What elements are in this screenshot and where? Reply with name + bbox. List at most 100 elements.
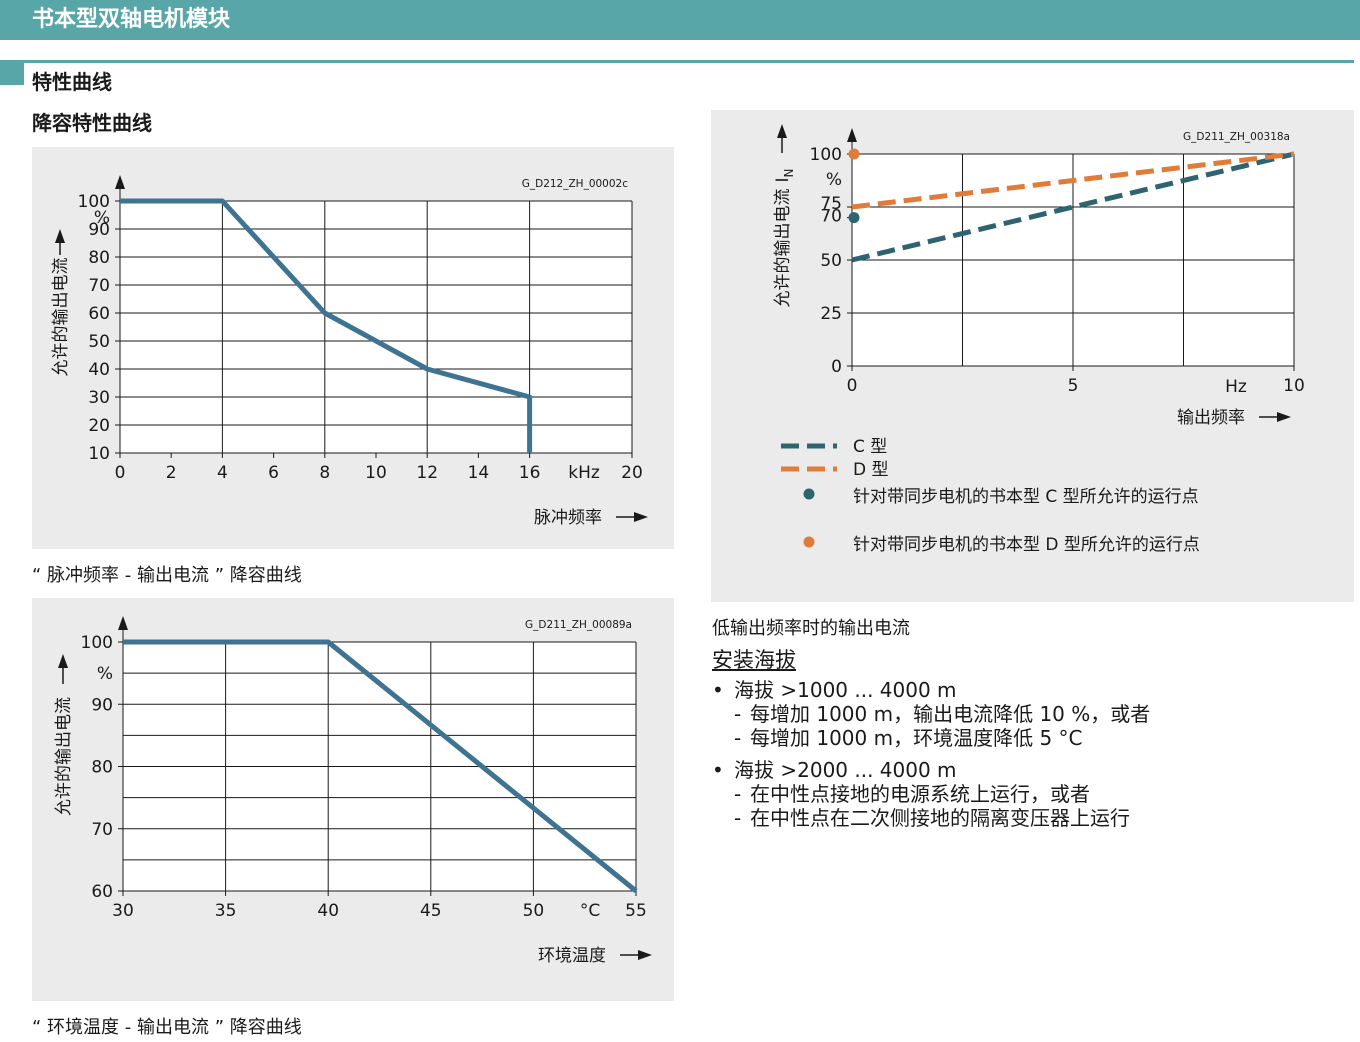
chart-temp: G_D211_ZH_00089a 60 70 80 90 100% 30 35 40 45 50 55… <box>54 616 652 966</box>
notes-heading: 安装海拔 <box>712 648 796 672</box>
page-title: 书本型双轴电机模块 <box>32 7 231 32</box>
y-label-arrow-icon <box>58 654 68 668</box>
series-line-1 <box>851 151 1295 263</box>
note-text: 海拔 >1000 ... 4000 m <box>734 678 957 702</box>
y-tick-label: 50 <box>88 332 110 352</box>
chart-pulse-panel: G_D212_ZH_00002c 10 20 30 40 50 60 70 80 90 100% 0 2… <box>32 147 674 549</box>
y-tick-label: 80 <box>88 248 110 268</box>
y-tick-label: 100 <box>810 145 842 165</box>
chart-code: G_D211_ZH_00089a <box>525 619 632 631</box>
y-tick-label: 0 <box>831 357 842 377</box>
y-unit-label: % <box>94 208 110 228</box>
y-unit-label: % <box>826 170 842 190</box>
note-sub-text: 每增加 1000 m，环境温度降低 5 °C <box>750 726 1083 750</box>
note-sub-text: 在中性点在二次侧接地的隔离变压器上运行 <box>750 806 1130 830</box>
x-tick-label: 5 <box>1068 376 1079 396</box>
y-tick-label: 60 <box>88 304 110 324</box>
notes-list: • 海拔 >1000 ... 4000 m - 每增加 1000 m，输出电流降低… <box>712 678 1332 830</box>
y-tick-label: 90 <box>88 220 110 240</box>
plot-area <box>120 201 632 453</box>
y-axis-arrow-icon <box>847 128 857 142</box>
y-tick-label: 100 <box>78 192 110 212</box>
chart-code: G_D212_ZH_00002c <box>522 178 629 190</box>
legend-label-1: C 型 <box>853 437 887 457</box>
operating-point-1 <box>848 212 860 224</box>
legend-point-1 <box>803 488 815 500</box>
x-axis-arrow-icon <box>1277 412 1291 422</box>
note-text: 海拔 >2000 ... 4000 m <box>734 758 957 782</box>
y-unit-label: % <box>97 664 113 684</box>
note-sub-text: 在中性点接地的电源系统上运行，或者 <box>750 782 1090 806</box>
header-rule <box>0 60 1354 63</box>
altitude-notes: 安装海拔 • 海拔 >1000 ... 4000 m - 每增加 1000 m，输… <box>712 648 1332 838</box>
x-axis-arrow-icon <box>638 950 652 960</box>
x-tick-label: 16 <box>519 463 541 483</box>
y-tick-label: 20 <box>88 416 110 436</box>
y-axis-label: 允许的输出电流 <box>51 258 71 377</box>
x-axis-label: 输出频率 <box>1177 408 1245 428</box>
x-unit-label: kHz <box>568 463 600 483</box>
dash-icon: - <box>734 726 742 750</box>
note-sub-item: - 每增加 1000 m，环境温度降低 5 °C <box>734 726 1332 750</box>
legend-label-2: D 型 <box>853 460 889 480</box>
x-tick-label: 6 <box>268 463 279 483</box>
chart-lowfreq-panel: G_D211_ZH_00318a 0 25 50 70 75 100% 0 5 10 Hz 输出频率 允… <box>711 110 1354 602</box>
x-tick-label: 0 <box>115 463 126 483</box>
chart-lowfreq-caption: 低输出频率时的输出电流 <box>712 618 910 639</box>
x-tick-label: 10 <box>365 463 387 483</box>
section-marker <box>0 63 24 85</box>
x-tick-label: 50 <box>523 901 545 921</box>
y-axis-label: 允许的输出电流 <box>54 697 74 816</box>
x-unit-label: Hz <box>1225 377 1247 397</box>
y-tick-label: 80 <box>91 758 113 778</box>
dash-icon: - <box>734 782 742 806</box>
chart-temp-caption: “ 环境温度 - 输出电流 ” 降容曲线 <box>32 1017 302 1038</box>
x-axis-label: 环境温度 <box>538 946 606 966</box>
series-line-1 <box>123 639 638 893</box>
bullet-icon: • <box>712 758 724 782</box>
y-tick-label: 70 <box>88 276 110 296</box>
operating-point-2 <box>848 148 860 160</box>
y-tick-label: 70 <box>91 820 113 840</box>
list-item: • 海拔 >1000 ... 4000 m - 每增加 1000 m，输出电流降低… <box>712 678 1332 750</box>
x-tick-label: 2 <box>166 463 177 483</box>
y-axis-symbol: I <box>773 177 793 182</box>
x-axis-label: 脉冲频率 <box>534 508 602 528</box>
dash-icon: - <box>734 806 742 830</box>
page-header: 书本型双轴电机模块 <box>0 0 1360 40</box>
note-sub-item: - 每增加 1000 m，输出电流降低 10 %，或者 <box>734 702 1332 726</box>
y-axis-arrow-icon <box>115 175 125 189</box>
y-tick-label: 40 <box>88 360 110 380</box>
x-tick-label: 55 <box>625 901 647 921</box>
x-unit-label: °C <box>580 901 600 921</box>
y-tick-label: 25 <box>820 304 842 324</box>
y-tick-label: 10 <box>88 444 110 464</box>
y-axis-symbol-subscript: N <box>782 169 796 178</box>
chart-pulse-caption: “ 脉冲频率 - 输出电流 ” 降容曲线 <box>32 565 302 586</box>
y-axis-label: 允许的输出电流IN <box>773 169 796 308</box>
x-tick-label: 10 <box>1283 376 1305 396</box>
legend-point-label-1: 针对带同步电机的书本型 C 型所允许的运行点 <box>853 487 1199 507</box>
list-item: • 海拔 >2000 ... 4000 m - 在中性点接地的电源系统上运行，或者… <box>712 758 1332 830</box>
y-tick-label: 75 <box>820 194 842 214</box>
y-axis-arrow-icon <box>118 616 128 630</box>
y-tick-label: 100 <box>81 633 113 653</box>
y-label-arrow-icon <box>55 229 65 243</box>
dash-icon: - <box>734 702 742 726</box>
y-tick-label: 30 <box>88 388 110 408</box>
x-axis-arrow-icon <box>634 512 648 522</box>
note-sub-text: 每增加 1000 m，输出电流降低 10 %，或者 <box>750 702 1151 726</box>
x-tick-label: 45 <box>420 901 442 921</box>
y-tick-label: 50 <box>820 251 842 271</box>
y-tick-label: 90 <box>91 695 113 715</box>
legend-point-2 <box>803 536 815 548</box>
chart-code: G_D211_ZH_00318a <box>1183 131 1290 143</box>
bullet-icon: • <box>712 678 724 702</box>
chart-pulse: G_D212_ZH_00002c 10 20 30 40 50 60 70 80 90 100% 0 2… <box>51 175 648 528</box>
y-tick-label: 70 <box>820 207 842 227</box>
series-line-1 <box>120 198 533 453</box>
x-tick-label: 8 <box>319 463 330 483</box>
x-tick-label: 40 <box>317 901 339 921</box>
x-tick-label: 12 <box>416 463 438 483</box>
